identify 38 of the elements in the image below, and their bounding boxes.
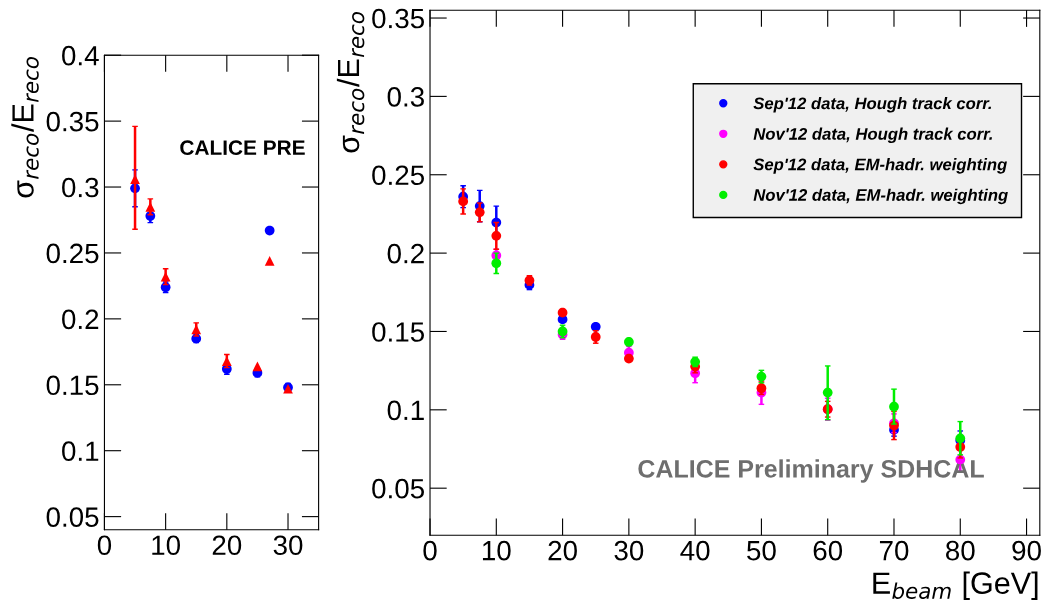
legend-label: Sep'12 data, Hough track corr. — [753, 97, 992, 113]
y-tick-label: 0.3 — [387, 87, 424, 107]
x-tick-label: 20 — [212, 535, 242, 556]
annotation: CALICE Preliminary SDHCAL — [638, 459, 984, 483]
y-tick-label: 0.05 — [46, 507, 99, 527]
y-tick-label: 0.25 — [372, 165, 424, 186]
x-tick-label: 20 — [548, 540, 577, 561]
x-axis-title: E$_{beam}$ [GeV] — [873, 571, 1038, 600]
y-tick-label: 0.05 — [372, 478, 424, 499]
y-axis-title: σ$_{reco}$/E$_{reco}$ — [11, 57, 39, 198]
y-tick-label: 0.1 — [62, 441, 99, 462]
legend-label: Nov'12 data, EM-hadr. weighting — [753, 188, 1008, 205]
y-tick-label: 0.25 — [46, 243, 99, 264]
y-tick-label: 0.1 — [387, 400, 424, 421]
y-tick-label: 0.2 — [387, 243, 424, 264]
x-tick-label: 30 — [614, 540, 644, 561]
annotation: CALICE PRE — [180, 140, 305, 156]
legend-label: Sep'12 data, EM-hadr. weighting — [753, 158, 1007, 174]
y-tick-label: 0.3 — [62, 177, 99, 198]
x-tick-label: 0 — [97, 535, 112, 556]
legend-label: Nov'12 data, Hough track corr. — [753, 127, 992, 144]
y-tick-label: 0.35 — [46, 111, 99, 132]
x-tick-label: 70 — [879, 540, 909, 561]
x-tick-label: 60 — [813, 540, 843, 561]
x-tick-label: 50 — [747, 540, 776, 561]
y-tick-label: 0.35 — [372, 8, 424, 29]
x-tick-label: 40 — [680, 540, 710, 561]
x-tick-label: 80 — [946, 540, 975, 561]
y-axis-title: σ$_{reco}$/E$_{reco}$ — [336, 12, 365, 153]
y-tick-label: 0.2 — [62, 309, 99, 330]
y-tick-label: 0.15 — [46, 375, 99, 396]
y-tick-label: 0.15 — [372, 322, 424, 342]
x-tick-label: 90 — [1012, 540, 1041, 561]
x-tick-label: 0 — [423, 540, 437, 561]
x-tick-label: 10 — [152, 535, 180, 556]
x-tick-label: 10 — [482, 540, 511, 561]
y-tick-label: 0.4 — [62, 45, 99, 66]
x-tick-label: 30 — [273, 535, 303, 556]
